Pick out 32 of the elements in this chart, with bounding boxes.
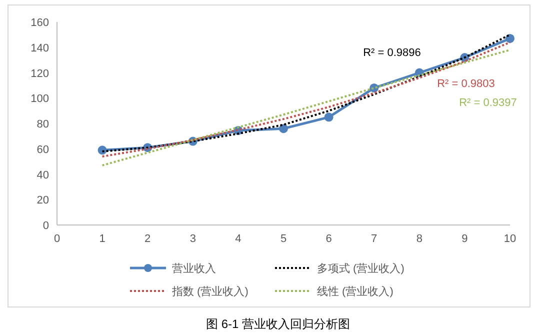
x-tick-label: 5 [280, 233, 287, 245]
legend-label: 线性 (营业收入) [317, 285, 394, 298]
x-tick-label: 7 [371, 233, 378, 245]
x-tick-label: 6 [326, 233, 332, 245]
y-tick-label: 140 [30, 42, 49, 54]
x-tick-label: 2 [144, 233, 151, 245]
text: 图 6-1 营业收入回归分析图 [206, 317, 350, 331]
y-tick-label: 20 [36, 194, 49, 207]
y-tick-label: 120 [30, 68, 49, 80]
x-tick-label: 9 [462, 233, 468, 245]
annotation: R² = 0.9803 [437, 78, 495, 90]
annotation: R² = 0.9896 [363, 47, 421, 59]
x-tick-label: 8 [416, 233, 422, 245]
legend-label: 营业收入 [172, 262, 216, 275]
x-tick-label: 0 [54, 233, 60, 245]
point [324, 112, 334, 122]
legend-label: 指数 (营业收入) [171, 285, 248, 298]
annotation: R² = 0.9397 [459, 97, 517, 109]
y-tick-label: 80 [36, 118, 49, 130]
x-tick-label: 1 [99, 233, 106, 245]
x-tick-label: 4 [235, 233, 242, 245]
legend-label: 多项式 (营业收入) [317, 262, 404, 275]
point [506, 34, 514, 43]
x-tick-label: 10 [504, 233, 516, 245]
y-tick-label: 100 [30, 93, 49, 106]
y-tick-label: 160 [30, 17, 49, 29]
x-tick-label: 3 [190, 233, 196, 245]
point [98, 146, 107, 155]
y-tick-label: 60 [36, 144, 49, 156]
y-tick-label: 40 [36, 169, 49, 182]
y-tick-label: 0 [42, 220, 49, 232]
point [279, 124, 288, 134]
